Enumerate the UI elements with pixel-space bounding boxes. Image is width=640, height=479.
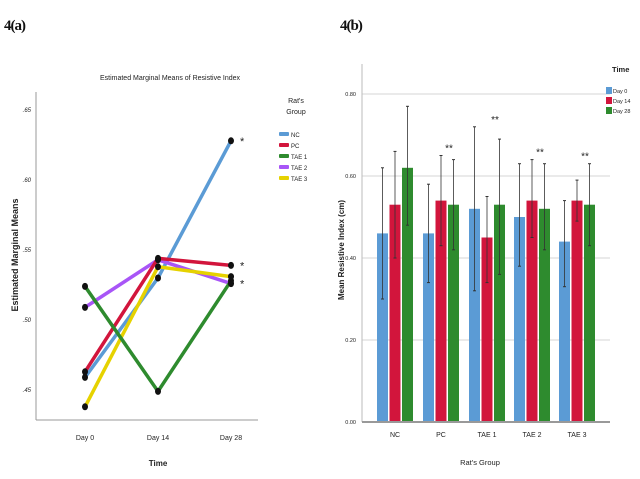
y-tick-label: 0.60 — [345, 174, 356, 180]
legend-label: Day 28 — [613, 109, 630, 115]
y-tick-label: 0.20 — [345, 338, 356, 344]
y-tick-label: .45 — [23, 388, 32, 394]
significance-marker: * — [240, 260, 245, 272]
x-tick-label: TAE 2 — [523, 432, 542, 439]
legend-label: PC — [291, 144, 300, 150]
x-tick-label: TAE 3 — [568, 432, 587, 439]
y-tick-label: .55 — [23, 248, 32, 254]
x-tick-label: Day 28 — [220, 435, 242, 442]
data-point — [82, 282, 88, 290]
data-point — [82, 403, 88, 411]
bar-day28-tae1 — [494, 204, 505, 422]
legend-swatch — [279, 176, 289, 180]
bar-day0-pc — [423, 233, 434, 422]
y-axis-title: Mean Resistive Index (cm) — [337, 200, 346, 300]
panel-label-b: 4(b) — [340, 18, 363, 34]
data-point — [82, 373, 88, 381]
bar-day28-tae2 — [539, 208, 550, 422]
legend-title: Group — [286, 109, 306, 116]
x-tick-label: Day 14 — [147, 435, 169, 442]
data-point — [228, 137, 234, 145]
significance-marker: ** — [581, 152, 589, 163]
y-tick-label: 0.40 — [345, 256, 356, 262]
bar-day0-tae3 — [559, 241, 570, 422]
legend-swatch — [606, 97, 612, 104]
bar-day28-pc — [448, 204, 459, 422]
significance-marker: * — [240, 279, 245, 291]
y-tick-label: 0.80 — [345, 92, 356, 98]
data-point — [82, 303, 88, 311]
bar-day14-nc — [389, 204, 401, 422]
x-tick-label: TAE 1 — [478, 432, 497, 439]
bar-day14-tae2 — [526, 200, 538, 422]
legend-swatch — [279, 165, 289, 169]
x-axis-title: Rat's Group — [460, 458, 500, 467]
legend-swatch — [279, 132, 289, 136]
x-axis-title: Time — [149, 459, 168, 468]
y-tick-label: .65 — [23, 108, 32, 114]
significance-marker: ** — [491, 115, 499, 126]
bar-day14-tae1 — [481, 237, 493, 422]
bar-day14-tae3 — [571, 200, 583, 422]
bar-day28-nc — [402, 167, 413, 422]
legend-title: Rat's — [288, 98, 304, 105]
legend-label: NC — [291, 133, 300, 139]
legend-label: Day 14 — [613, 99, 630, 105]
y-tick-label: .60 — [23, 178, 32, 184]
x-tick-label: NC — [390, 432, 400, 439]
bar-day28-tae3 — [584, 204, 595, 422]
legend-label: TAE 1 — [291, 155, 308, 161]
x-tick-label: Day 0 — [76, 435, 94, 442]
bar-day14-pc — [435, 200, 447, 422]
data-point — [155, 256, 161, 264]
chart-title: Estimated Marginal Means of Resistive In… — [100, 75, 241, 82]
panel-label-a: 4(a) — [4, 18, 26, 34]
legend-label: TAE 3 — [291, 177, 308, 183]
x-tick-label: PC — [436, 432, 446, 439]
legend-swatch — [279, 143, 289, 147]
bar-day0-nc — [377, 233, 388, 422]
data-point — [82, 368, 88, 376]
legend-title: Time — [612, 65, 629, 74]
legend-label: Day 0 — [613, 89, 627, 95]
legend-swatch — [279, 154, 289, 158]
data-point — [155, 274, 161, 282]
data-point — [155, 263, 161, 271]
y-tick-label: .50 — [23, 318, 32, 324]
y-axis-title: Estimated Marginal Means — [10, 198, 20, 311]
y-tick-label: 0.00 — [345, 420, 356, 426]
legend-label: TAE 2 — [291, 166, 308, 172]
legend-swatch — [606, 107, 612, 114]
data-point — [228, 273, 234, 281]
significance-marker: * — [240, 136, 245, 148]
bar-day0-tae1 — [469, 208, 480, 422]
significance-marker: ** — [536, 148, 544, 159]
data-point — [228, 261, 234, 269]
data-point — [155, 387, 161, 395]
legend-swatch — [606, 87, 612, 94]
data-point — [228, 280, 234, 288]
bar-day0-tae2 — [514, 217, 525, 422]
significance-marker: ** — [445, 144, 453, 155]
